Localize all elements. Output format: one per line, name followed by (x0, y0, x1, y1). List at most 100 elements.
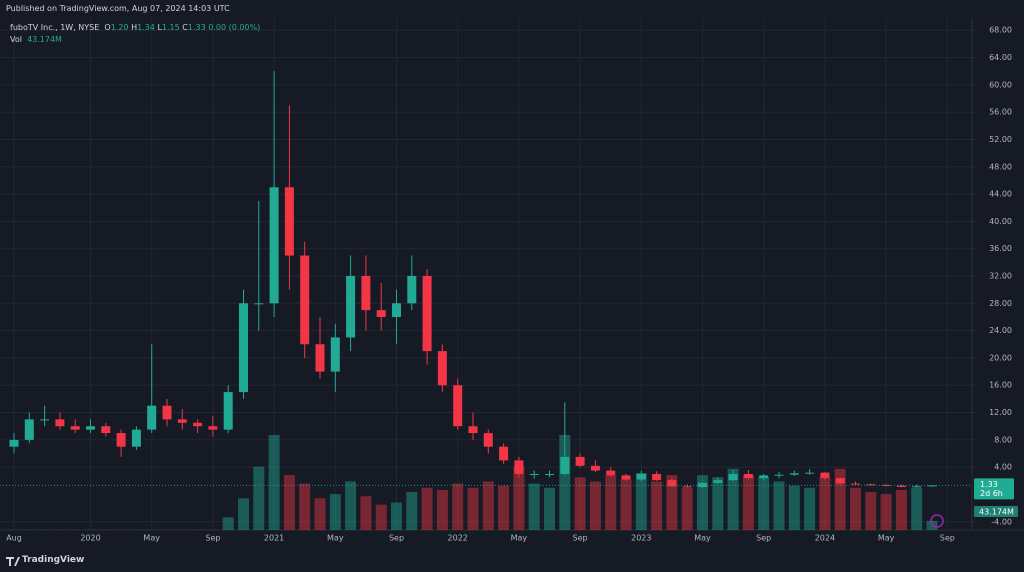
volume-bar (283, 475, 295, 530)
candle-body (483, 433, 493, 447)
y-tick-label: 28.00 (989, 299, 1012, 308)
x-tick-label: Sep (756, 534, 771, 543)
volume-bar (865, 492, 877, 530)
y-tick-label: 64.00 (989, 53, 1012, 62)
candle-body (208, 426, 218, 430)
volume-bar (697, 475, 708, 530)
volume-bar (773, 481, 785, 530)
candle-body (927, 485, 937, 487)
candle-body (881, 484, 891, 486)
candle-body (376, 310, 386, 317)
candle-body (116, 433, 126, 447)
volume-bar (880, 494, 892, 530)
x-tick-label: Sep (940, 534, 955, 543)
candle-body (896, 485, 906, 487)
countdown-label: 2d 6h (980, 489, 1003, 498)
candle-body (131, 429, 141, 447)
volume-bar (436, 489, 448, 530)
y-tick-label: 32.00 (989, 272, 1012, 281)
volume-bar (238, 498, 249, 530)
x-tick-label: 2021 (264, 534, 284, 543)
candle-body (682, 486, 692, 488)
candle-body (24, 419, 34, 440)
volume-bar (788, 485, 800, 530)
candle-body (223, 392, 233, 430)
volume-bar (253, 466, 265, 530)
candle-body (9, 439, 19, 447)
candle-body (101, 426, 111, 434)
candle-body (269, 187, 279, 304)
candle-body (422, 276, 432, 352)
volume-bar (758, 477, 770, 530)
x-tick-label: May (327, 534, 344, 543)
y-tick-label: 24.00 (989, 326, 1012, 335)
candle-body (652, 474, 662, 481)
ohlc-label: L (157, 23, 162, 32)
volume-bar (391, 502, 402, 530)
candle-body (177, 419, 187, 423)
candle-body (453, 385, 463, 427)
volume-bar (345, 481, 357, 530)
y-tick-label: 44.00 (989, 190, 1012, 199)
candle-body (667, 480, 677, 487)
last-price-box (974, 478, 1014, 500)
x-tick-label: 2024 (815, 534, 835, 543)
volume-bar (513, 466, 525, 530)
volume-bar (528, 483, 540, 530)
candle-body (147, 405, 157, 430)
candle-body (820, 472, 830, 479)
volume-bar (314, 498, 326, 530)
candle-body (499, 446, 509, 461)
candle-body (193, 422, 203, 427)
volume-bar (666, 475, 678, 530)
legend: fuboTV Inc., 1W, NYSE O1.20 H1.34 L1.15 … (10, 22, 260, 46)
candle-body (40, 419, 50, 421)
volume-bar (482, 481, 494, 530)
ohlc-label: O (104, 23, 111, 32)
volume-bar (574, 477, 586, 530)
candle-body (728, 474, 738, 481)
candle-body (284, 187, 294, 256)
volume-bar (498, 485, 510, 530)
candle-body (575, 456, 585, 466)
candle-body (590, 465, 600, 471)
y-tick-label: 52.00 (989, 135, 1012, 144)
y-tick-label: 12.00 (989, 408, 1012, 417)
candle-body (468, 426, 478, 434)
candle-body (437, 351, 447, 386)
candle-body (545, 474, 554, 476)
y-tick-label: 60.00 (989, 80, 1012, 89)
volume-bar (911, 487, 923, 530)
candle-body (330, 337, 340, 372)
symbol: fuboTV Inc., 1W, NYSE (10, 23, 100, 32)
candle-body (835, 478, 845, 484)
candle-body (407, 276, 417, 304)
x-tick-label: May (143, 534, 160, 543)
ohlc-value: 1.20 (110, 23, 129, 32)
candle-body (851, 483, 860, 485)
volume-bar (375, 504, 387, 530)
candle-body (55, 419, 65, 427)
candle-body (866, 484, 876, 486)
x-tick-label: May (694, 534, 711, 543)
volume-bar (635, 473, 647, 530)
volume-bar (620, 479, 632, 530)
volume-bar (452, 483, 464, 530)
replay-icon (930, 514, 944, 528)
volume-box (974, 506, 1018, 517)
candle-body (346, 276, 356, 338)
volume-bar (819, 477, 831, 530)
change: 0.00 (0.00%) (208, 23, 261, 32)
volume-bar (421, 487, 433, 530)
x-tick-label: May (878, 534, 895, 543)
volume-bar (834, 468, 846, 530)
y-tick-label: 20.00 (989, 353, 1012, 362)
volume-bar (467, 487, 479, 530)
ohlc-value: 1.34 (137, 23, 155, 32)
ohlc-value: 1.33 (187, 23, 206, 32)
x-tick-label: 2022 (448, 534, 468, 543)
candle-body (86, 426, 95, 430)
y-tick-label: 4.00 (994, 463, 1012, 472)
y-tick-label: 68.00 (989, 26, 1012, 35)
symbol-line: fuboTV Inc., 1W, NYSE O1.20 H1.34 L1.15 … (10, 22, 260, 34)
